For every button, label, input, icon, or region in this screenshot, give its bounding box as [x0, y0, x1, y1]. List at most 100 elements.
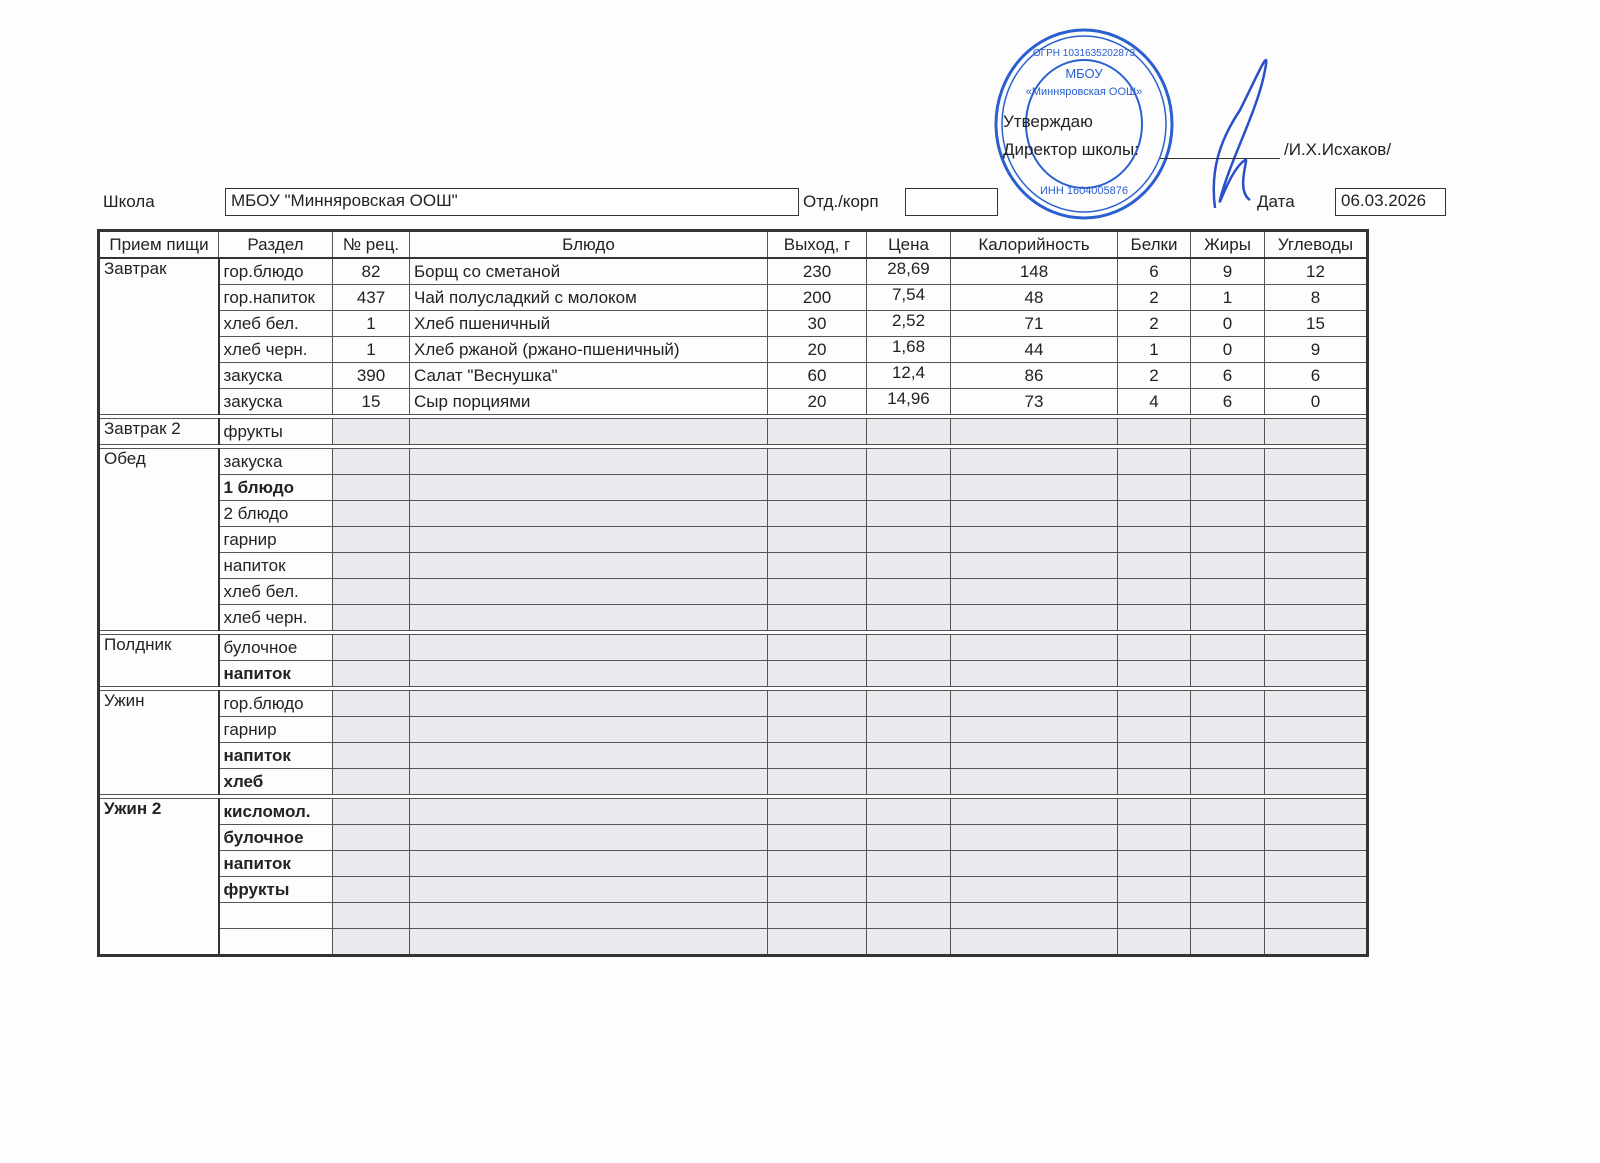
dish-cell	[409, 552, 768, 579]
fat-cell	[1190, 604, 1265, 631]
yield-cell	[767, 604, 867, 631]
kcal-cell	[950, 578, 1118, 605]
fat-cell	[1190, 798, 1265, 825]
yield-cell	[767, 500, 867, 527]
price-cell	[866, 578, 951, 605]
yield-cell	[767, 928, 867, 956]
yield-cell	[767, 902, 867, 929]
yield-cell: 60	[767, 362, 867, 389]
yield-cell: 30	[767, 310, 867, 337]
dish-cell	[409, 902, 768, 929]
yield-cell: 200	[767, 284, 867, 311]
date-field[interactable]: 06.03.2026	[1335, 188, 1446, 216]
fat-cell	[1190, 716, 1265, 743]
carbs-cell	[1264, 418, 1368, 445]
protein-cell	[1117, 448, 1191, 475]
column-header: № рец.	[332, 230, 410, 259]
kcal-cell	[950, 928, 1118, 956]
table-row: 1 блюдо	[99, 474, 1368, 501]
yield-cell	[767, 552, 867, 579]
school-field[interactable]: МБОУ "Минняровская ООШ"	[225, 188, 799, 216]
table-row: гарнир	[99, 716, 1368, 743]
price-cell	[866, 690, 951, 717]
meal-name-cell: Завтрак	[98, 257, 220, 415]
yield-cell	[767, 660, 867, 687]
kcal-cell	[950, 850, 1118, 877]
yield-cell: 20	[767, 336, 867, 363]
recipe-cell	[332, 928, 410, 956]
recipe-cell	[332, 578, 410, 605]
fat-cell: 6	[1190, 362, 1265, 389]
meal-name-cell: Ужин 2	[98, 798, 220, 956]
fat-cell	[1190, 578, 1265, 605]
section-cell: фрукты	[218, 876, 333, 903]
carbs-cell	[1264, 604, 1368, 631]
approval-line2: Директор школы:	[1003, 140, 1139, 159]
yield-cell	[767, 716, 867, 743]
fat-cell: 0	[1190, 336, 1265, 363]
column-header: Жиры	[1190, 230, 1265, 259]
protein-cell	[1117, 850, 1191, 877]
price-cell	[866, 902, 951, 929]
meal-name-cell: Обед	[98, 448, 220, 631]
kcal-cell	[950, 742, 1118, 769]
recipe-cell	[332, 526, 410, 553]
table-row: Полдник булочное	[98, 634, 1368, 687]
protein-cell	[1117, 768, 1191, 795]
recipe-cell: 390	[332, 362, 410, 389]
table-row: Завтрак гор.блюдо 82 Борщ со сметаной 230 28,…	[98, 257, 1368, 415]
table-row: 2 блюдо	[99, 500, 1368, 527]
dish-cell: Чай полусладкий с молоком	[409, 284, 768, 311]
carbs-cell	[1264, 578, 1368, 605]
kcal-cell	[950, 448, 1118, 475]
column-header: Выход, г	[767, 230, 867, 259]
fat-cell: 1	[1190, 284, 1265, 311]
kcal-cell	[950, 902, 1118, 929]
table-row: Ужин 2 кисломол.	[98, 798, 1368, 956]
dish-cell	[409, 928, 768, 956]
protein-cell: 2	[1117, 310, 1191, 337]
section-cell: закуска	[218, 388, 333, 415]
kcal-cell: 71	[950, 310, 1118, 337]
yield-cell	[767, 474, 867, 501]
section-cell: кисломол.	[218, 798, 333, 825]
section-cell: гор.блюдо	[218, 690, 333, 717]
column-header: Углеводы	[1264, 230, 1368, 259]
fat-cell	[1190, 474, 1265, 501]
table-row: закуска 15 Сыр порциями 20 14,96 73 4 6 0	[99, 388, 1368, 415]
yield-cell	[767, 634, 867, 661]
section-cell: закуска	[218, 362, 333, 389]
dish-cell	[409, 634, 768, 661]
kcal-cell	[950, 500, 1118, 527]
dish-cell: Сыр порциями	[409, 388, 768, 415]
kcal-cell	[950, 660, 1118, 687]
recipe-cell	[332, 768, 410, 795]
fat-cell	[1190, 448, 1265, 475]
table-row: хлеб черн.	[99, 604, 1368, 631]
recipe-cell	[332, 474, 410, 501]
yield-cell	[767, 690, 867, 717]
meal-name-cell: Ужин	[98, 690, 220, 795]
recipe-cell	[332, 824, 410, 851]
dept-field[interactable]	[905, 188, 998, 216]
price-cell	[866, 418, 951, 445]
approval-line1: Утверждаю	[1003, 112, 1093, 131]
kcal-cell	[950, 474, 1118, 501]
fat-cell	[1190, 928, 1265, 956]
table-row: булочное	[99, 824, 1368, 851]
carbs-cell: 6	[1264, 362, 1368, 389]
kcal-cell	[950, 526, 1118, 553]
yield-cell	[767, 824, 867, 851]
table-row: гор.напиток 437 Чай полусладкий с молоком 2…	[99, 284, 1368, 311]
section-cell: булочное	[218, 824, 333, 851]
carbs-cell	[1264, 716, 1368, 743]
fat-cell	[1190, 690, 1265, 717]
section-cell: 2 блюдо	[218, 500, 333, 527]
kcal-cell: 86	[950, 362, 1118, 389]
recipe-cell	[332, 850, 410, 877]
section-cell: гор.напиток	[218, 284, 333, 311]
dish-cell: Салат "Веснушка"	[409, 362, 768, 389]
kcal-cell: 44	[950, 336, 1118, 363]
protein-cell	[1117, 474, 1191, 501]
section-cell: 1 блюдо	[218, 474, 333, 501]
